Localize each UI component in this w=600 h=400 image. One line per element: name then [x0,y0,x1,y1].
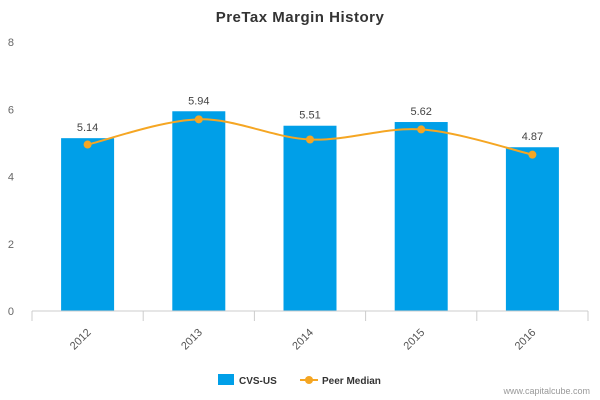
bar-2016 [505,147,559,311]
bar-series [61,111,559,311]
data-label: 5.51 [299,110,320,122]
x-tick-label: 2016 [513,327,539,353]
data-label: 5.94 [188,95,209,107]
data-label: 5.62 [410,106,431,118]
peer-median-point-2015 [417,125,426,134]
credit-text: www.capitalcube.com [502,386,590,396]
legend-label-cvs: CVS-US [239,376,277,387]
bar-2014 [283,125,337,311]
data-labels: 5.14 5.94 5.51 5.62 4.87 [77,95,543,143]
bar-2013 [172,111,226,311]
x-tick-label: 2015 [402,327,428,353]
y-tick-label: 8 [8,37,14,49]
x-tick-label: 2013 [179,327,205,353]
peer-median-point-2013 [194,115,203,124]
data-label: 4.87 [522,131,543,143]
legend-swatch-cvs [218,374,234,385]
x-axis: 2012 2013 2014 2015 2016 [31,310,589,353]
y-tick-label: 6 [8,104,14,116]
peer-median-point-2016 [528,150,537,159]
legend: CVS-US Peer Median [218,374,381,387]
x-tick-label: 2014 [290,327,316,353]
y-tick-label: 2 [8,239,14,251]
x-tick-label: 2012 [68,327,94,353]
y-tick-label: 0 [8,306,14,318]
bar-2015 [394,122,448,311]
peer-median-point-2012 [83,140,92,149]
y-axis: 0 2 4 6 8 [8,37,14,318]
peer-median-point-2014 [306,135,314,144]
data-label: 5.14 [77,122,98,134]
legend-swatch-peer-dot [305,376,313,384]
bar-2012 [61,138,115,311]
legend-label-peer: Peer Median [322,376,381,387]
y-tick-label: 4 [8,172,14,184]
line-series [83,115,537,159]
chart-title: PreTax Margin History [216,9,385,26]
